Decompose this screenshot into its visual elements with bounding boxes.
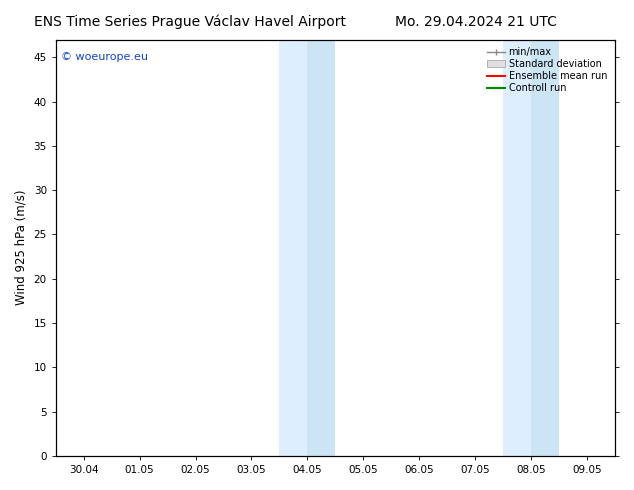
Bar — [531, 40, 559, 456]
Y-axis label: Wind 925 hPa (m/s): Wind 925 hPa (m/s) — [15, 190, 28, 305]
Text: ENS Time Series Prague Václav Havel Airport: ENS Time Series Prague Václav Havel Airp… — [34, 15, 346, 29]
Bar — [307, 40, 335, 456]
Text: © woeurope.eu: © woeurope.eu — [61, 52, 148, 62]
Text: Mo. 29.04.2024 21 UTC: Mo. 29.04.2024 21 UTC — [394, 15, 557, 29]
Bar — [503, 40, 531, 456]
Legend: min/max, Standard deviation, Ensemble mean run, Controll run: min/max, Standard deviation, Ensemble me… — [484, 45, 610, 96]
Bar — [280, 40, 307, 456]
